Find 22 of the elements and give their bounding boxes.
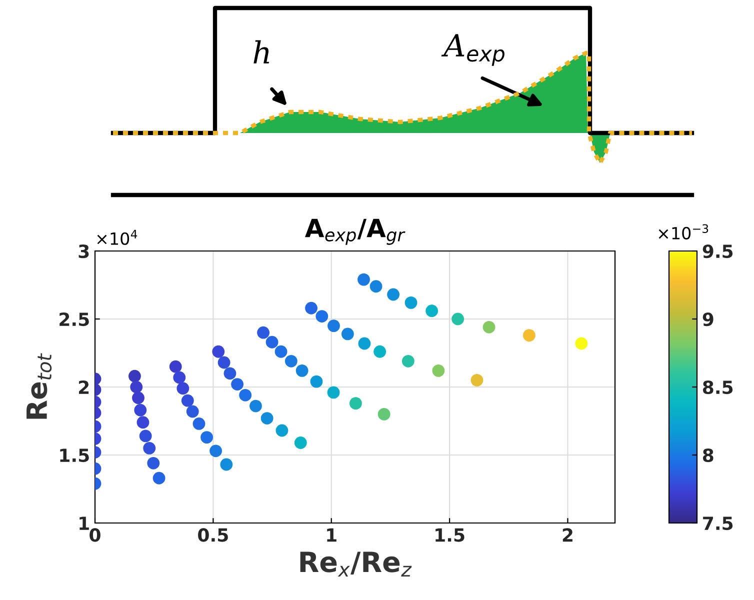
y-tick-label: 1.5 (60, 448, 89, 462)
color-bar-label: 7.5 (703, 516, 733, 530)
x-tick-label: 1.5 (436, 528, 464, 542)
x-axis-title: Re$_{x}$/Re$_{z}$ (300, 552, 412, 577)
color-bar-label: 8 (702, 448, 714, 462)
text: A$_{exp}$ (441, 34, 504, 66)
y-tick-label: 3 (78, 244, 89, 258)
y-tick-label: 2.5 (60, 312, 89, 326)
x-tick-label: 1 (327, 528, 336, 542)
color-bar-label: 9.5 (702, 244, 733, 258)
text: ×10$^{4}$ (97, 230, 138, 245)
x-tick-label: 2 (562, 528, 572, 542)
x-tick-label: 0.5 (198, 528, 228, 542)
y-tick-label: 2 (79, 380, 89, 394)
color-bar-label: 9 (702, 312, 714, 326)
y-tick-label: 1 (80, 516, 89, 530)
y-axis-title: Re$_{tot}$ (26, 353, 52, 419)
color-bar-label: 8.5 (702, 380, 733, 394)
chart-title: A$_{exp}$/A$_{gr}$ (304, 218, 406, 245)
x-tick-label: 0 (90, 528, 100, 542)
text: ×10$^{−3}$ (658, 224, 708, 240)
text: h (254, 40, 270, 64)
